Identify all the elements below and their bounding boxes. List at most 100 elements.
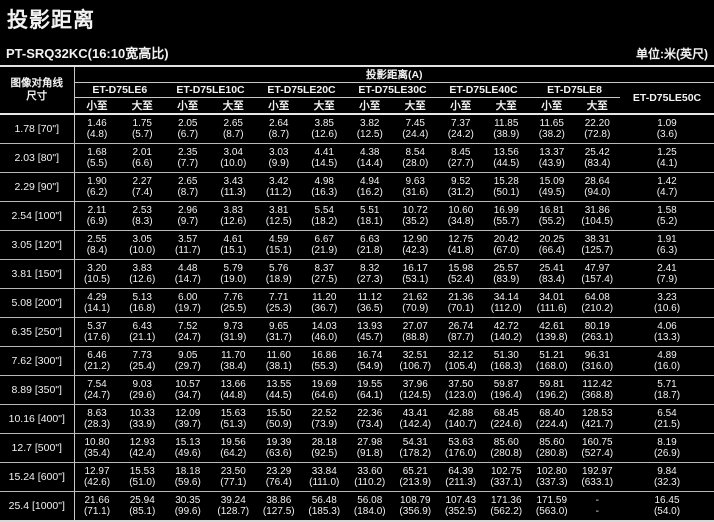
distance-cell: 160.75 (527.4) — [574, 433, 620, 463]
distance-cell: 26.74 (87.7) — [438, 317, 484, 347]
distance-cell: 7.37 (24.2) — [438, 114, 484, 144]
feet-value: (563.0) — [535, 506, 568, 517]
distance-cell: 1.91 (6.3) — [620, 230, 714, 260]
distance-cell: 56.48 (185.3) — [301, 491, 347, 522]
distance-cell: 13.93 (45.7) — [347, 317, 393, 347]
feet-value: (24.7) — [83, 390, 111, 401]
max-label: 大至 — [210, 97, 256, 115]
meters-value: 21.66 — [84, 494, 110, 506]
distance-cell: 4.41 (14.5) — [301, 143, 347, 173]
feet-value: (10.0) — [220, 158, 247, 169]
feet-value: (18.1) — [356, 216, 383, 227]
distance-cell: 5.13 (16.8) — [119, 288, 165, 318]
meters-value: 27.07 — [402, 320, 428, 332]
meters-value: 68.40 — [539, 407, 565, 419]
distance-cell: 5.54 (18.2) — [301, 201, 347, 231]
feet-value: (29.6) — [129, 390, 156, 401]
row-size-label: 5.08 [200"] — [0, 288, 75, 318]
lens-header-et-d75le8: ET-D75LE8 — [529, 82, 620, 98]
meters-value: 5.37 — [87, 320, 107, 332]
distance-cell: 102.75 (337.1) — [483, 462, 529, 492]
feet-value: - — [595, 506, 599, 517]
meters-value: 7.45 — [405, 117, 425, 129]
feet-value: (50.1) — [493, 187, 520, 198]
distance-cell: 4.48 (14.7) — [165, 259, 211, 289]
feet-value: (6.7) — [177, 129, 199, 140]
distance-cell: 3.83 (12.6) — [210, 201, 256, 231]
feet-value: (184.0) — [353, 506, 386, 517]
feet-value: (9.7) — [177, 216, 199, 227]
meters-value: 42.72 — [493, 320, 519, 332]
feet-value: (104.5) — [581, 216, 614, 227]
feet-value: (633.1) — [581, 477, 614, 488]
distance-cell: 3.85 (12.6) — [301, 114, 347, 144]
feet-value: (12.6) — [129, 274, 156, 285]
feet-value: (46.0) — [311, 332, 338, 343]
meters-value: 20.42 — [493, 233, 519, 245]
meters-value: 42.61 — [539, 320, 565, 332]
feet-value: (87.7) — [447, 332, 474, 343]
distance-cell: 16.86 (55.3) — [301, 346, 347, 376]
distance-cell: 22.20 (72.8) — [574, 114, 620, 144]
feet-value: (25.3) — [265, 303, 292, 314]
meters-value: 11.70 — [221, 349, 246, 361]
feet-value: (64.6) — [311, 390, 338, 401]
feet-value: (6.9) — [86, 216, 108, 227]
meters-value: 12.75 — [448, 233, 474, 245]
meters-value: 10.72 — [402, 204, 428, 216]
feet-value: (10.5) — [83, 274, 111, 285]
meters-value: 160.75 — [581, 436, 613, 448]
meters-value: 96.31 — [584, 349, 610, 361]
distance-cell: 53.63 (176.0) — [438, 433, 484, 463]
distance-cell: 4.38 (14.4) — [347, 143, 393, 173]
distance-cell: 27.98 (91.8) — [347, 433, 393, 463]
feet-value: (83.4) — [538, 274, 565, 285]
meters-value: 171.36 — [490, 494, 522, 506]
distance-cell: 13.37 (43.9) — [529, 143, 575, 173]
meters-value: 2.65 — [178, 175, 198, 187]
distance-cell: 15.53 (51.0) — [119, 462, 165, 492]
distance-cell: 4.06 (13.3) — [620, 317, 714, 347]
distance-cell: 21.62 (70.9) — [392, 288, 438, 318]
distance-cell: 128.53 (421.7) — [574, 404, 620, 434]
feet-value: (55.2) — [538, 216, 565, 227]
row-size-label: 7.62 [300"] — [0, 346, 75, 376]
meters-value: 32.12 — [448, 349, 474, 361]
feet-value: (16.2) — [356, 187, 383, 198]
lens-header-et-d75le10c: ET-D75LE10C — [165, 82, 256, 98]
meters-value: 5.79 — [223, 262, 243, 274]
feet-value: (210.2) — [581, 303, 614, 314]
distance-cell: 59.81 (196.2) — [529, 375, 575, 405]
meters-value: 4.41 — [314, 146, 334, 158]
feet-value: (196.4) — [490, 390, 523, 401]
feet-value: (94.0) — [584, 187, 611, 198]
meters-value: 4.48 — [178, 262, 198, 274]
feet-value: (33.9) — [129, 419, 156, 430]
feet-value: (18.7) — [653, 390, 681, 401]
distance-cell: 7.73 (25.4) — [119, 346, 165, 376]
distance-cell: 34.01 (111.6) — [529, 288, 575, 318]
feet-value: (35.4) — [83, 448, 111, 459]
meters-value: 25.94 — [129, 494, 155, 506]
lens-header-et-d75le50c: ET-D75LE50C — [620, 82, 714, 115]
distance-cell: 6.43 (21.1) — [119, 317, 165, 347]
meters-value: 11.65 — [539, 117, 564, 129]
feet-value: (91.8) — [356, 448, 383, 459]
distance-cell: 19.69 (64.6) — [301, 375, 347, 405]
table-header: 图像对角线 尺寸 投影距离(A) ET-D75LE6 ET-D75LE10C E… — [0, 67, 714, 115]
feet-value: (18.9) — [265, 274, 292, 285]
meters-value: 1.91 — [657, 233, 677, 245]
meters-value: 10.33 — [129, 407, 155, 419]
distance-cell: 9.73 (31.9) — [210, 317, 256, 347]
meters-value: 4.38 — [360, 146, 380, 158]
distance-cell: 42.61 (139.8) — [529, 317, 575, 347]
distance-cell: 14.03 (46.0) — [301, 317, 347, 347]
feet-value: (38.4) — [220, 361, 247, 372]
distance-cell: 171.59 (563.0) — [529, 491, 575, 522]
feet-value: (42.3) — [402, 245, 429, 256]
meters-value: 80.19 — [584, 320, 610, 332]
feet-value: (142.4) — [399, 419, 432, 430]
distance-cell: 19.39 (63.6) — [256, 433, 302, 463]
meters-value: 56.48 — [311, 494, 337, 506]
meters-value: 20.25 — [539, 233, 565, 245]
